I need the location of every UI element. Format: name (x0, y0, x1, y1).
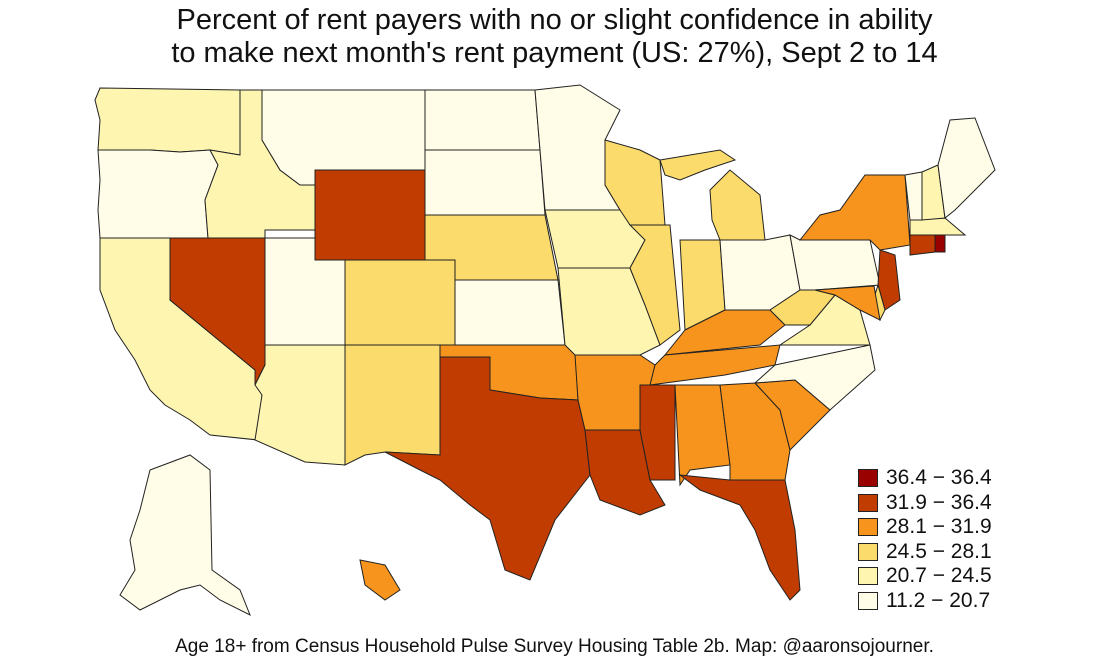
legend-swatch (858, 567, 878, 586)
state-MA[interactable] (909, 217, 967, 236)
title-line-2: to make next month's rent payment (US: 2… (171, 37, 938, 69)
state-NY[interactable] (798, 174, 911, 251)
state-FL[interactable] (678, 474, 801, 601)
map-title: Percent of rent payers with no or slight… (0, 4, 1109, 70)
state-OR[interactable] (97, 149, 219, 239)
legend-label: 24.5 − 28.1 (886, 539, 992, 563)
state-IL[interactable] (628, 224, 681, 346)
state-CT[interactable] (909, 234, 936, 256)
state-NJ[interactable] (877, 249, 901, 311)
legend-item: 24.5 − 28.1 (858, 540, 992, 565)
legend-item: 28.1 − 31.9 (858, 515, 992, 540)
state-WA[interactable] (94, 87, 241, 156)
legend-swatch (858, 518, 878, 537)
legend-label: 36.4 − 36.4 (886, 466, 992, 490)
legend-swatch (858, 469, 878, 488)
state-CO[interactable] (344, 259, 456, 346)
state-MD[interactable] (814, 285, 881, 321)
state-AK[interactable] (119, 454, 251, 617)
legend-item: 20.7 − 24.5 (858, 564, 992, 589)
state-TX[interactable] (384, 356, 591, 581)
state-HI[interactable] (359, 559, 401, 601)
legend-swatch (858, 542, 878, 561)
legend-swatch (858, 493, 878, 512)
state-MI[interactable] (659, 149, 737, 181)
legend-label: 31.9 − 36.4 (886, 490, 992, 514)
legend-swatch (858, 591, 878, 610)
state-PA[interactable] (789, 234, 881, 291)
state-WY[interactable] (314, 169, 426, 261)
legend-item: 31.9 − 36.4 (858, 491, 992, 516)
legend-item: 36.4 − 36.4 (858, 466, 992, 491)
legend-label: 11.2 − 20.7 (886, 588, 991, 612)
state-MS[interactable] (639, 384, 676, 481)
legend-item: 11.2 − 20.7 (858, 589, 992, 614)
legend-label: 20.7 − 24.5 (886, 564, 992, 588)
state-RI[interactable] (934, 234, 946, 253)
state-SD[interactable] (424, 149, 546, 216)
state-AZ[interactable] (254, 344, 346, 466)
state-NM[interactable] (344, 344, 441, 466)
state-MI-lower[interactable] (709, 169, 766, 241)
source-caption: Age 18+ from Census Household Pulse Surv… (175, 636, 934, 657)
title-line-1: Percent of rent payers with no or slight… (176, 4, 933, 36)
state-AL[interactable] (674, 384, 731, 487)
state-KS[interactable] (454, 279, 566, 346)
legend: 36.4 − 36.4 31.9 − 36.4 28.1 − 31.9 24.5 − … (858, 466, 992, 613)
state-ND[interactable] (424, 89, 541, 151)
legend-label: 28.1 − 31.9 (886, 515, 992, 539)
state-ME[interactable] (937, 117, 996, 219)
